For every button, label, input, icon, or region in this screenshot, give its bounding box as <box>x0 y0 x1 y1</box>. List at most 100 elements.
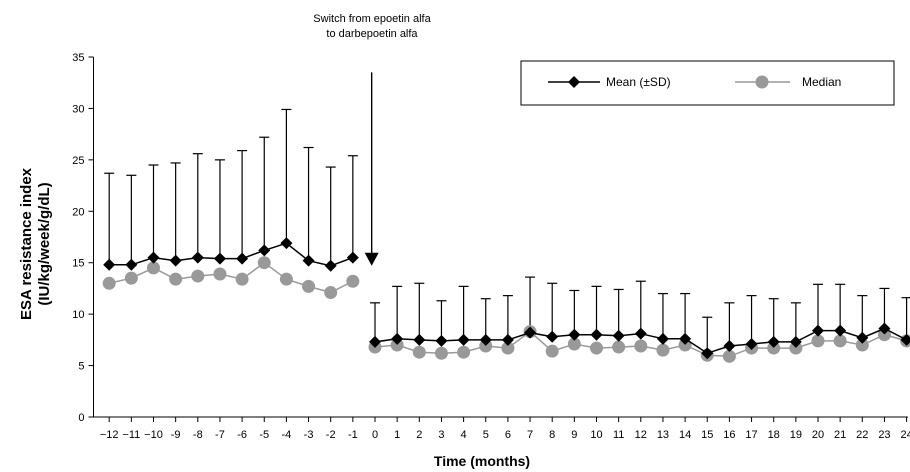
mean-point <box>723 340 736 353</box>
mean-point <box>834 324 847 337</box>
y-axis-title-line1: ESA resistance index <box>18 167 35 320</box>
x-tick-label: 14 <box>679 429 691 441</box>
annotation-text-line2: to darbepoetin alfa <box>326 28 418 40</box>
x-tick-label: 19 <box>790 429 802 441</box>
x-tick-label: -4 <box>282 429 292 441</box>
mean-line-pre <box>109 242 354 267</box>
mean-point <box>612 329 625 342</box>
x-tick-label: 4 <box>461 429 467 441</box>
legend-median-marker-icon <box>755 75 769 89</box>
median-point <box>279 272 293 286</box>
median-point <box>257 256 271 270</box>
median-point <box>434 346 448 360</box>
median-point <box>213 267 227 281</box>
mean-point <box>501 333 514 346</box>
mean-point <box>125 258 138 271</box>
x-tick-label: 11 <box>613 429 624 441</box>
median-point <box>147 261 160 275</box>
x-tick-label: -6 <box>237 429 247 441</box>
x-tick-label: -7 <box>215 429 225 441</box>
x-axis-title: Time (months) <box>434 453 530 469</box>
x-axis-ticks: −12 −11 −10 -9 -8 -7 -6 -5 -4 -3 -2 -1 0 1 2 3 4 5 6 7 8 9 10 1… <box>100 417 910 441</box>
median-point <box>479 339 493 353</box>
mean-point <box>900 333 910 346</box>
mean-point <box>236 252 249 265</box>
x-tick-label: -5 <box>259 429 269 441</box>
mean-point <box>656 332 669 345</box>
x-tick-label: -8 <box>193 429 203 441</box>
median-point <box>191 269 205 283</box>
mean-point <box>457 333 470 346</box>
x-tick-label: 12 <box>635 429 647 441</box>
median-point <box>612 340 626 354</box>
x-tick-label: −12 <box>100 429 119 441</box>
mean-point <box>479 333 492 346</box>
median-point <box>833 334 847 348</box>
y-tick-label: 15 <box>72 258 84 270</box>
x-tick-label: -1 <box>348 429 358 441</box>
y-axis-title-line2: (IU/kg/week/g/dL) <box>36 182 53 305</box>
legend: Mean (±SD) Median <box>520 60 895 106</box>
mean-point <box>169 254 182 267</box>
median-point <box>124 271 138 285</box>
x-tick-label: 1 <box>394 429 400 441</box>
y-tick-label: 35 <box>72 52 84 64</box>
mean-point <box>767 335 780 348</box>
median-point <box>457 345 471 359</box>
median-point <box>656 343 670 357</box>
y-tick-label: 10 <box>72 309 84 321</box>
x-tick-label: 8 <box>549 429 555 441</box>
median-point <box>567 337 581 351</box>
median-point <box>545 344 559 358</box>
x-tick-label: 18 <box>768 429 780 441</box>
x-tick-label: 17 <box>745 429 757 441</box>
y-axis-ticks: 0 5 10 15 20 25 30 35 <box>72 52 94 424</box>
y-tick-label: 25 <box>72 155 84 167</box>
legend-box <box>520 60 895 106</box>
mean-point <box>634 327 647 340</box>
mean-point <box>568 328 581 341</box>
mean-point <box>258 244 271 257</box>
mean-point <box>745 337 758 350</box>
x-tick-label: 3 <box>438 429 444 441</box>
x-tick-label: 20 <box>812 429 824 441</box>
median-point <box>346 274 360 288</box>
mean-point <box>856 331 869 344</box>
legend-mean-marker-icon <box>568 76 580 88</box>
y-tick-label: 20 <box>72 206 84 218</box>
x-tick-label: 0 <box>372 429 378 441</box>
x-tick-label: -2 <box>326 429 336 441</box>
median-point <box>590 341 603 355</box>
legend-mean-label: Mean (±SD) <box>606 75 671 89</box>
median-point <box>501 341 515 355</box>
mean-point <box>878 322 891 335</box>
mean-point <box>147 251 160 264</box>
mean-point <box>679 332 692 345</box>
mean-point <box>546 330 559 343</box>
x-tick-label: −11 <box>122 429 140 441</box>
median-point <box>302 279 316 293</box>
y-tick-label: 0 <box>78 412 84 424</box>
mean-point <box>302 254 315 267</box>
x-tick-label: 23 <box>878 429 890 441</box>
mean-point <box>435 334 448 347</box>
mean-point <box>812 324 824 337</box>
x-tick-label: 15 <box>701 429 713 441</box>
median-point <box>102 276 116 290</box>
mean-point <box>524 326 537 339</box>
y-tick-label: 30 <box>72 103 84 115</box>
annotation-text-line1: Switch from epoetin alfa <box>313 13 431 25</box>
x-tick-label: −10 <box>144 429 163 441</box>
mean-point <box>391 332 404 345</box>
median-point <box>811 334 825 348</box>
median-point <box>235 272 249 286</box>
x-tick-label: 10 <box>590 429 602 441</box>
mean-point <box>191 251 204 264</box>
annotation: Switch from epoetin alfa to darbepoetin … <box>313 13 432 266</box>
x-tick-label: 5 <box>483 429 489 441</box>
x-tick-label: 7 <box>527 429 533 441</box>
y-axis-title: ESA resistance index (IU/kg/week/g/dL) <box>18 167 53 320</box>
x-tick-label: 6 <box>505 429 511 441</box>
median-point <box>789 341 803 355</box>
